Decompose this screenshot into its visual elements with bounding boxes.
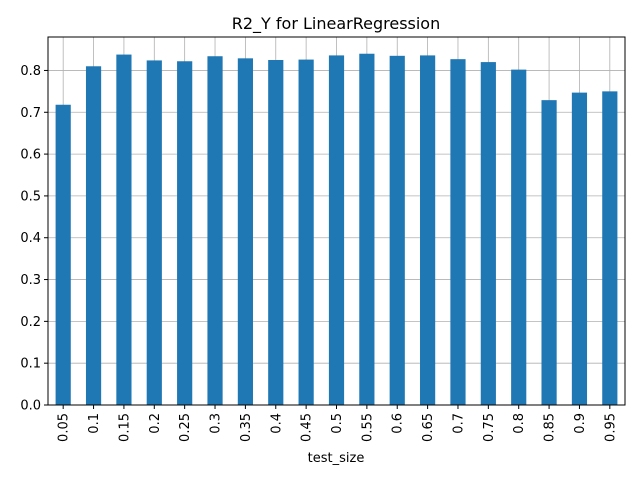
bar (207, 56, 223, 406)
bar (450, 59, 466, 405)
x-tick-label: 0.55 (360, 413, 375, 442)
x-tick-label: 0.15 (117, 413, 132, 442)
x-axis-label: test_size (308, 451, 365, 466)
bar (602, 91, 618, 405)
bar (571, 92, 588, 406)
bar (298, 59, 314, 405)
x-axis: 0.05 0.1 0.15 0.2 0.25 0.3 0.35 0.4 0.45 0.5 0.55 0… (57, 405, 618, 442)
bar (389, 55, 405, 406)
bar (85, 66, 102, 405)
x-tick-label: 0.2 (148, 413, 163, 434)
y-tick-label: 0.0 (20, 399, 41, 414)
x-tick-label: 0.25 (178, 413, 193, 442)
x-tick-label: 0.8 (512, 413, 527, 434)
x-tick-label: 0.65 (421, 413, 436, 442)
x-tick-label: 0.6 (391, 413, 406, 434)
bar (420, 55, 436, 406)
bar (55, 104, 71, 405)
x-tick-label: 0.4 (269, 413, 284, 434)
y-tick-label: 0.5 (20, 189, 41, 204)
bar (268, 60, 284, 405)
y-tick-label: 0.2 (20, 315, 41, 330)
bar (328, 55, 345, 406)
chart-title: R2_Y for LinearRegression (232, 14, 440, 34)
y-tick-label: 0.8 (20, 64, 41, 79)
x-tick-label: 0.9 (573, 413, 588, 434)
bar (116, 54, 132, 406)
y-axis: 0.0 0.1 0.2 0.3 0.4 0.5 0.6 0.7 0.8 (20, 64, 48, 414)
x-tick-label: 0.05 (57, 413, 72, 442)
x-tick-label: 0.75 (482, 413, 497, 442)
y-tick-label: 0.3 (20, 273, 41, 288)
x-tick-label: 0.3 (209, 413, 224, 434)
bar (237, 58, 253, 406)
x-tick-label: 0.95 (603, 413, 618, 442)
x-tick-label: 0.5 (330, 413, 345, 434)
bar (480, 62, 496, 405)
x-tick-label: 0.7 (451, 413, 466, 434)
y-tick-label: 0.1 (20, 357, 41, 372)
x-tick-label: 0.1 (87, 413, 102, 434)
y-tick-label: 0.4 (20, 231, 41, 246)
bar (359, 53, 375, 406)
bar (177, 61, 193, 405)
y-tick-label: 0.6 (20, 148, 41, 163)
bars (55, 53, 618, 406)
x-tick-label: 0.45 (300, 413, 315, 442)
bar (541, 100, 557, 406)
y-tick-label: 0.7 (20, 106, 41, 121)
bar (511, 69, 527, 406)
x-tick-label: 0.85 (543, 413, 558, 442)
x-tick-label: 0.35 (239, 413, 254, 442)
bar (146, 60, 162, 405)
